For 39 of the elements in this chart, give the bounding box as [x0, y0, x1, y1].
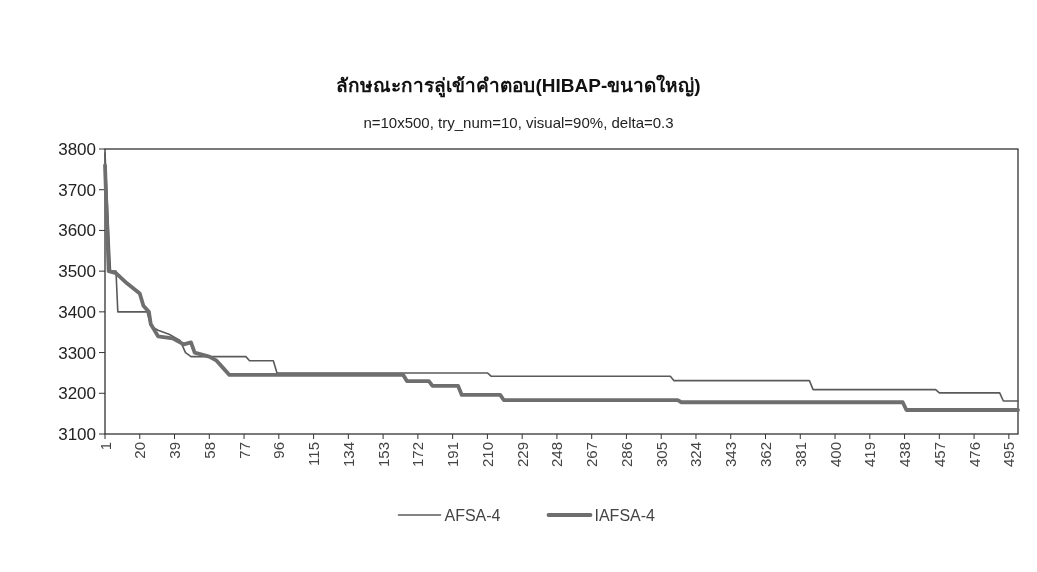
- x-tick-label: 343: [722, 442, 740, 468]
- x-tick-label: 476: [965, 442, 983, 468]
- x-tick-label: 495: [1000, 442, 1018, 468]
- chart-title: ลักษณะการลู่เข้าคำตอบ(HIBAP-ขนาดใหญ่): [336, 74, 701, 98]
- y-tick-label: 3200: [58, 384, 96, 404]
- x-tick-label: 419: [861, 442, 879, 468]
- y-tick-label: 3500: [58, 262, 96, 282]
- x-tick-label: 229: [513, 442, 531, 468]
- x-tick-label: 191: [444, 442, 462, 468]
- x-tick-label: 324: [687, 442, 705, 468]
- x-tick-label: 20: [131, 442, 149, 459]
- x-tick-label: 172: [409, 442, 427, 468]
- x-tick-label: 210: [478, 442, 496, 468]
- x-tick-label: 77: [235, 442, 253, 459]
- x-tick-label: 248: [548, 442, 566, 468]
- x-tick-label: 58: [200, 442, 218, 459]
- x-tick-label: 267: [583, 442, 601, 468]
- y-tick-label: 3700: [58, 180, 96, 200]
- x-tick-label: 362: [757, 442, 775, 468]
- x-tick-label: 286: [617, 442, 635, 468]
- x-tick-label: 115: [305, 442, 323, 466]
- x-tick-label: 400: [826, 442, 844, 468]
- x-tick-label: 305: [652, 442, 670, 468]
- legend-label: AFSA-4: [444, 507, 501, 524]
- x-tick-label: 438: [896, 442, 914, 468]
- y-tick-label: 3300: [58, 343, 96, 363]
- x-tick-label: 381: [791, 442, 809, 468]
- y-tick-label: 3800: [58, 140, 96, 159]
- legend-label: IAFSA-4: [594, 507, 656, 524]
- x-tick-label: 134: [339, 442, 357, 468]
- y-tick-label: 3400: [58, 302, 96, 322]
- x-tick-label: 1: [96, 442, 114, 451]
- x-tick-label: 96: [270, 442, 288, 459]
- y-tick-label: 3100: [58, 425, 96, 444]
- x-tick-label: 153: [374, 442, 392, 468]
- x-tick-label: 39: [166, 442, 184, 459]
- chart-subtitle: n=10x500, try_num=10, visual=90%, delta=0.3: [363, 114, 674, 131]
- x-tick-label: 457: [930, 442, 948, 468]
- y-tick-label: 3600: [58, 221, 96, 241]
